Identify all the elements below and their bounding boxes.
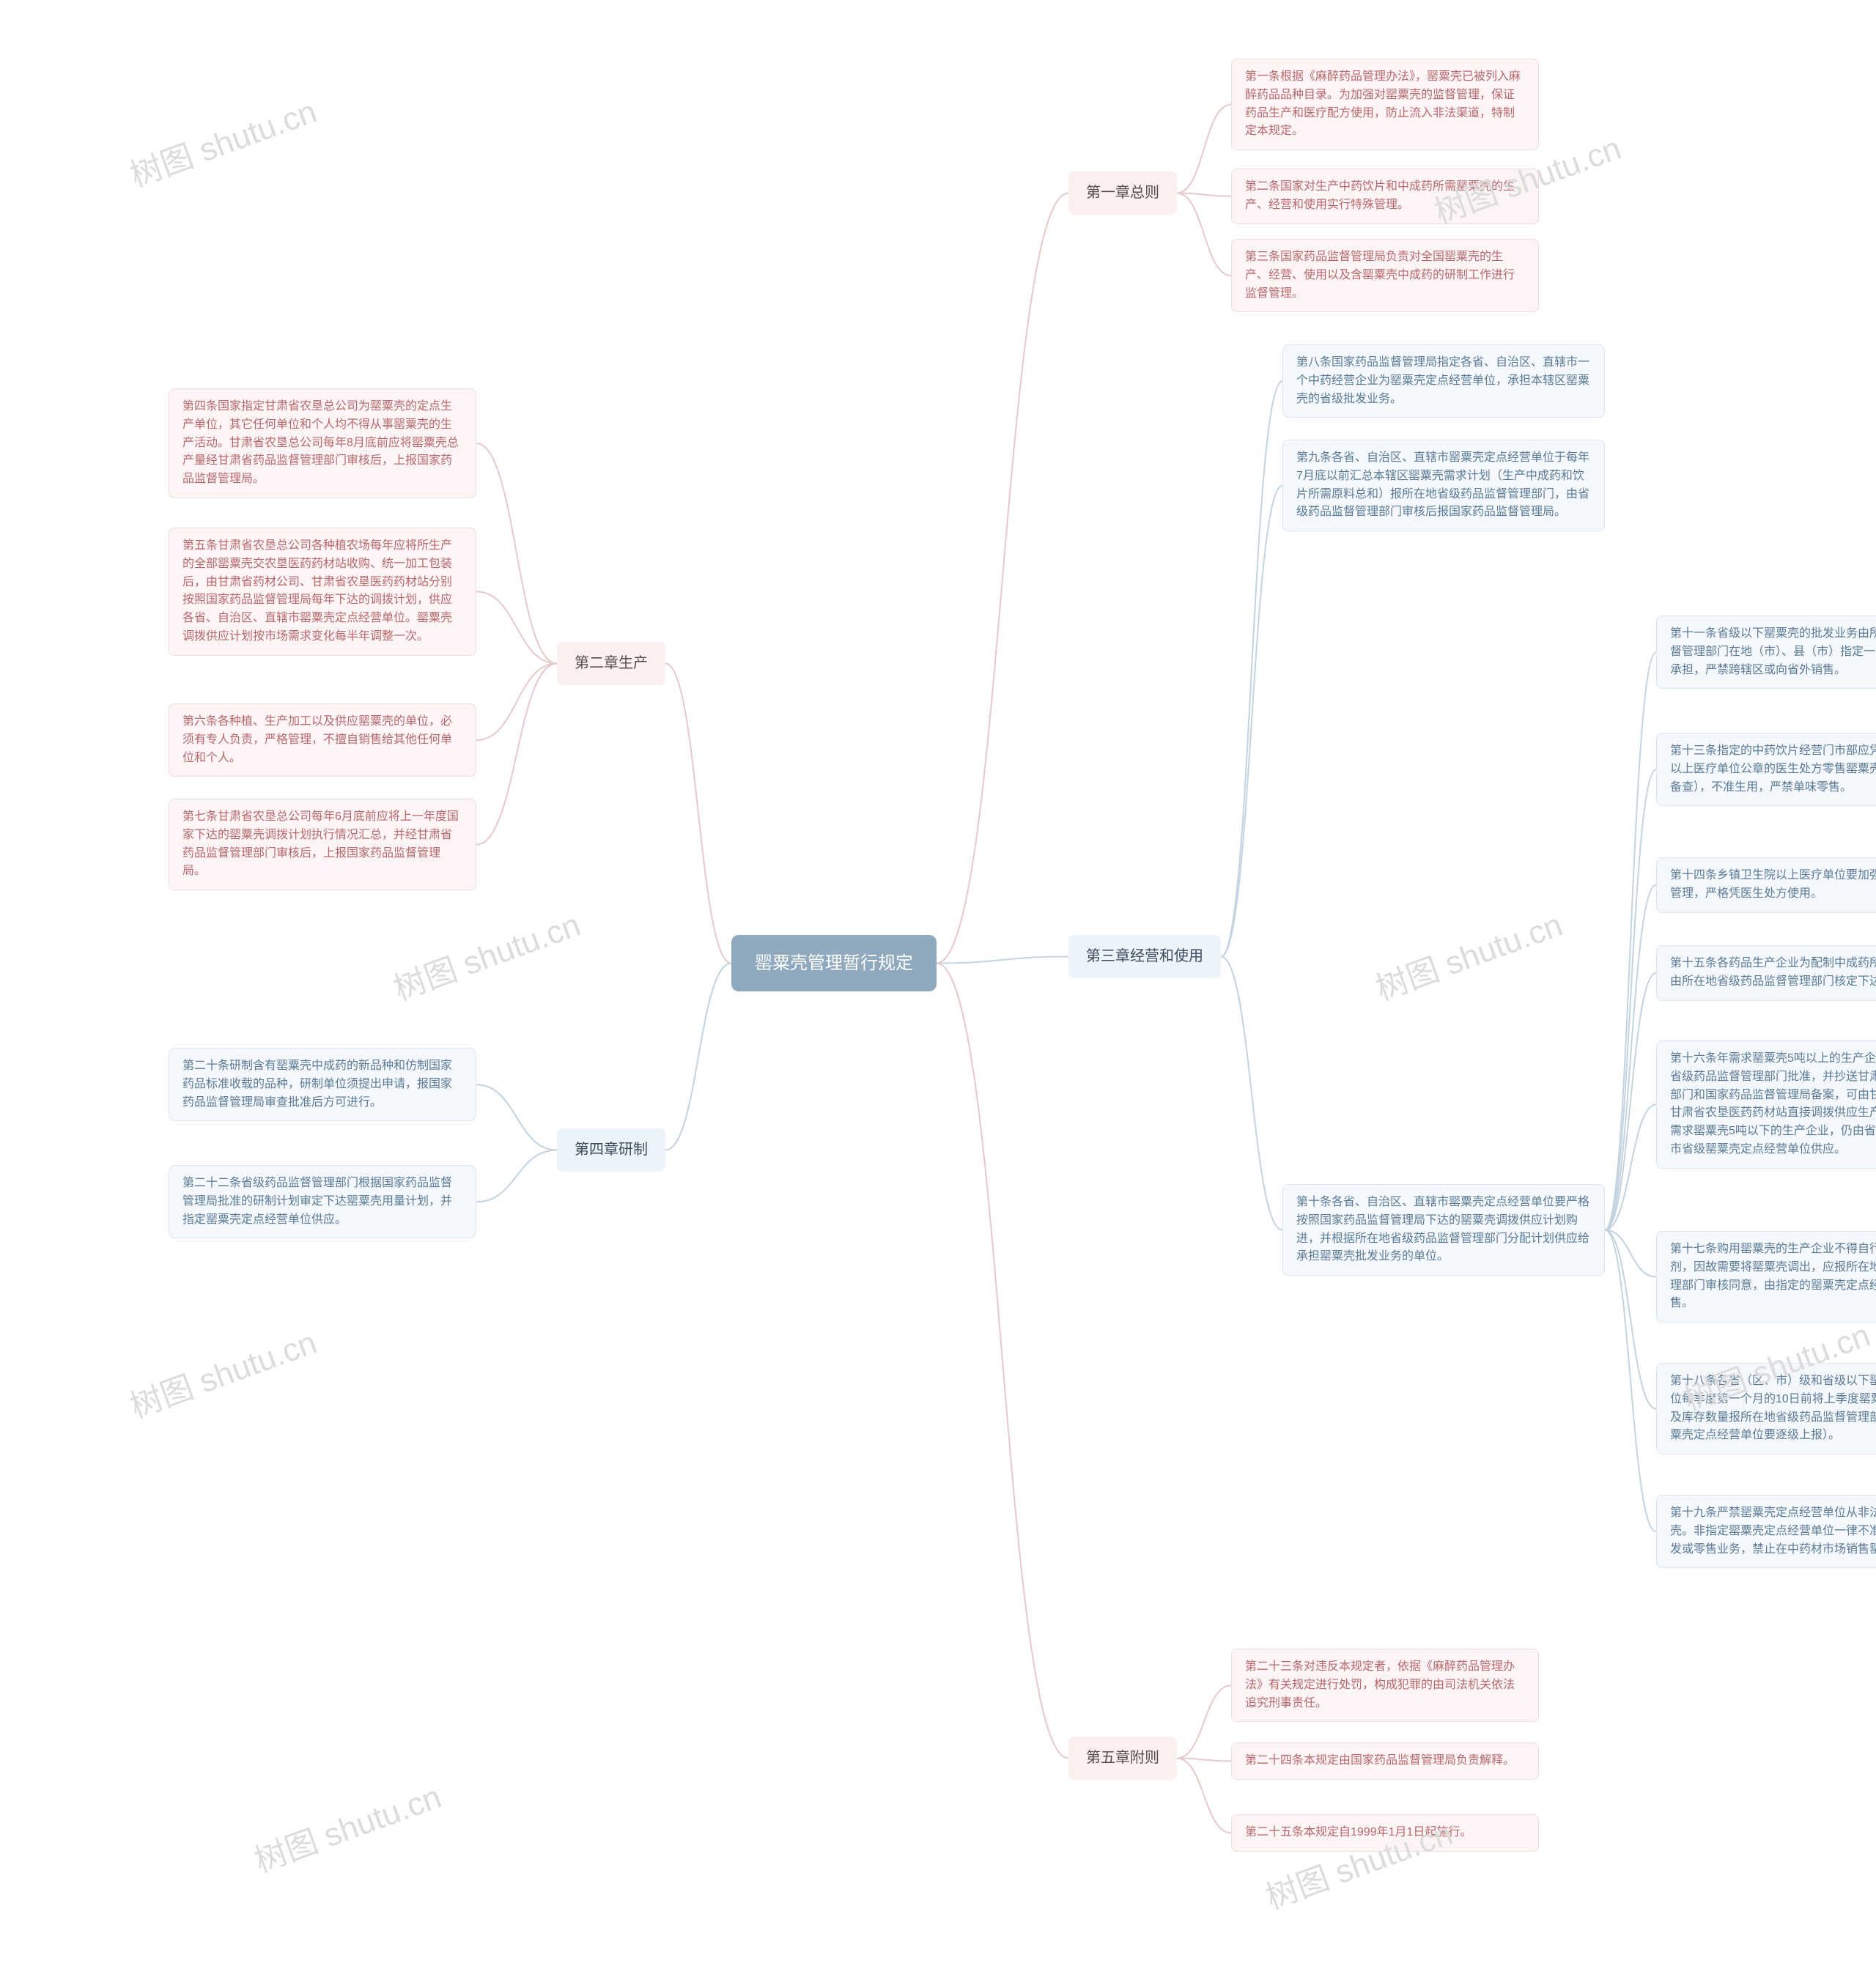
leaf-c2-3-text: 第六条各种植、生产加工以及供应罂粟壳的单位，必须有专人负责，严格管理，不擅自销售… bbox=[182, 715, 452, 764]
leaf-c3-3-1: 第十一条省级以下罂粟壳的批发业务由所在地省级药品监督管理部门在地（市）、县（市）… bbox=[1656, 615, 1876, 689]
leaf-c3-3-8-text: 第十九条严禁罂粟壳定点经营单位从非法渠道购进罂粟壳。非指定罂粟壳定点经营单位一律… bbox=[1670, 1507, 1876, 1556]
leaf-c3-3-2-text: 第十三条指定的中药饮片经营门市部应凭盖有乡镇卫生院以上医疗单位公章的医生处方零售… bbox=[1670, 744, 1876, 794]
chapter-1-label: 第一章总则 bbox=[1086, 185, 1159, 201]
leaf-c1-3: 第三条国家药品监督管理局负责对全国罂粟壳的生产、经营、使用以及含罂粟壳中成药的研… bbox=[1231, 239, 1539, 312]
leaf-c2-4: 第七条甘肃省农垦总公司每年6月底前应将上一年度国家下达的罂粟壳调拨计划执行情况汇… bbox=[169, 799, 476, 890]
leaf-c3-3-1-text: 第十一条省级以下罂粟壳的批发业务由所在地省级药品监督管理部门在地（市）、县（市）… bbox=[1670, 627, 1876, 676]
leaf-c4-1: 第二十条研制含有罂粟壳中成药的新品种和仿制国家药品标准收载的品种，研制单位须提出… bbox=[169, 1048, 476, 1121]
leaf-c3-3-5-text: 第十六条年需求罂粟壳5吨以上的生产企业，需经所在地省级药品监督管理部门批准，并抄… bbox=[1670, 1052, 1876, 1156]
leaf-c4-2-text: 第二十二条省级药品监督管理部门根据国家药品监督管理局批准的研制计划审定下达罂粟壳… bbox=[182, 1177, 452, 1226]
leaf-c3-3-6: 第十七条购用罂粟壳的生产企业不得自行销售或互相调剂，因故需要将罂粟壳调出，应报所… bbox=[1656, 1231, 1876, 1323]
leaf-c3-3-4-text: 第十五条各药品生产企业为配制中成药所需罂粟壳计划，由所在地省级药品监督管理部门核… bbox=[1670, 957, 1876, 988]
leaf-c3-3-6-text: 第十七条购用罂粟壳的生产企业不得自行销售或互相调剂，因故需要将罂粟壳调出，应报所… bbox=[1670, 1243, 1876, 1309]
connector-layer bbox=[0, 0, 1876, 1963]
leaf-c1-1: 第一条根据《麻醉药品管理办法》，罂粟壳已被列入麻醉药品品种目录。为加强对罂粟壳的… bbox=[1231, 59, 1539, 150]
leaf-c2-2-text: 第五条甘肃省农垦总公司各种植农场每年应将所生产的全部罂粟壳交农垦医药药材站收购、… bbox=[182, 539, 452, 643]
chapter-5: 第五章附则 bbox=[1068, 1737, 1177, 1780]
leaf-c5-2-text: 第二十四条本规定由国家药品监督管理局负责解释。 bbox=[1245, 1754, 1515, 1767]
leaf-c2-2: 第五条甘肃省农垦总公司各种植农场每年应将所生产的全部罂粟壳交农垦医药药材站收购、… bbox=[169, 528, 476, 656]
leaf-c3-3-7: 第十八条各省（区、市）级和省级以下罂粟壳定点经营单位每季度第一个月的10日前将上… bbox=[1656, 1363, 1876, 1454]
leaf-c2-4-text: 第七条甘肃省农垦总公司每年6月底前应将上一年度国家下达的罂粟壳调拨计划执行情况汇… bbox=[182, 810, 459, 877]
leaf-c3-3-3-text: 第十四条乡镇卫生院以上医疗单位要加强对购进罂粟壳的管理，严格凭医生处方使用。 bbox=[1670, 869, 1876, 900]
root-node: 罂粟壳管理暂行规定 bbox=[731, 935, 937, 991]
chapter-2-label: 第二章生产 bbox=[575, 655, 648, 671]
chapter-4: 第四章研制 bbox=[557, 1128, 665, 1172]
leaf-c5-2: 第二十四条本规定由国家药品监督管理局负责解释。 bbox=[1231, 1742, 1539, 1780]
leaf-c4-1-text: 第二十条研制含有罂粟壳中成药的新品种和仿制国家药品标准收载的品种，研制单位须提出… bbox=[182, 1060, 452, 1109]
leaf-c3-3-2: 第十三条指定的中药饮片经营门市部应凭盖有乡镇卫生院以上医疗单位公章的医生处方零售… bbox=[1656, 733, 1876, 806]
chapter-3-label: 第三章经营和使用 bbox=[1086, 948, 1203, 964]
leaf-c1-1-text: 第一条根据《麻醉药品管理办法》，罂粟壳已被列入麻醉药品品种目录。为加强对罂粟壳的… bbox=[1245, 70, 1521, 137]
chapter-1: 第一章总则 bbox=[1068, 171, 1177, 215]
leaf-c3-3-8: 第十九条严禁罂粟壳定点经营单位从非法渠道购进罂粟壳。非指定罂粟壳定点经营单位一律… bbox=[1656, 1495, 1876, 1568]
leaf-c2-3: 第六条各种植、生产加工以及供应罂粟壳的单位，必须有专人负责，严格管理，不擅自销售… bbox=[169, 703, 476, 777]
leaf-c3-1-text: 第八条国家药品监督管理局指定各省、自治区、直辖市一个中药经营企业为罂粟壳定点经营… bbox=[1296, 356, 1589, 405]
leaf-c5-3: 第二十五条本规定自1999年1月1日起施行。 bbox=[1231, 1814, 1539, 1852]
leaf-c2-1-text: 第四条国家指定甘肃省农垦总公司为罂粟壳的定点生产单位，其它任何单位和个人均不得从… bbox=[182, 400, 459, 485]
leaf-c5-1-text: 第二十三条对违反本规定者，依据《麻醉药品管理办法》有关规定进行处罚，构成犯罪的由… bbox=[1245, 1660, 1515, 1709]
leaf-c3-3-7-text: 第十八条各省（区、市）级和省级以下罂粟壳定点经营单位每季度第一个月的10日前将上… bbox=[1670, 1375, 1876, 1441]
watermark: 树图 shutu.cn bbox=[1368, 898, 1567, 1009]
watermark: 树图 shutu.cn bbox=[247, 1770, 446, 1881]
leaf-c3-2-text: 第九条各省、自治区、直辖市罂粟壳定点经营单位于每年7月底以前汇总本辖区罂粟壳需求… bbox=[1296, 451, 1589, 518]
watermark: 树图 shutu.cn bbox=[386, 898, 586, 1009]
leaf-c1-2-text: 第二条国家对生产中药饮片和中成药所需罂粟壳的生产、经营和使用实行特殊管理。 bbox=[1245, 180, 1515, 211]
chapter-4-label: 第四章研制 bbox=[575, 1142, 648, 1158]
leaf-c4-2: 第二十二条省级药品监督管理部门根据国家药品监督管理局批准的研制计划审定下达罂粟壳… bbox=[169, 1165, 476, 1238]
chapter-3: 第三章经营和使用 bbox=[1068, 935, 1221, 978]
leaf-c3-1: 第八条国家药品监督管理局指定各省、自治区、直辖市一个中药经营企业为罂粟壳定点经营… bbox=[1282, 344, 1605, 418]
leaf-c5-3-text: 第二十五条本规定自1999年1月1日起施行。 bbox=[1245, 1826, 1471, 1838]
leaf-c3-3-text: 第十条各省、自治区、直辖市罂粟壳定点经营单位要严格按照国家药品监督管理局下达的罂… bbox=[1296, 1196, 1589, 1263]
leaf-c5-1: 第二十三条对违反本规定者，依据《麻醉药品管理办法》有关规定进行处罚，构成犯罪的由… bbox=[1231, 1649, 1539, 1722]
leaf-c3-3-4: 第十五条各药品生产企业为配制中成药所需罂粟壳计划，由所在地省级药品监督管理部门核… bbox=[1656, 945, 1876, 1001]
leaf-c1-3-text: 第三条国家药品监督管理局负责对全国罂粟壳的生产、经营、使用以及含罂粟壳中成药的研… bbox=[1245, 251, 1515, 300]
leaf-c1-2: 第二条国家对生产中药饮片和中成药所需罂粟壳的生产、经营和使用实行特殊管理。 bbox=[1231, 169, 1539, 224]
leaf-c3-2: 第九条各省、自治区、直辖市罂粟壳定点经营单位于每年7月底以前汇总本辖区罂粟壳需求… bbox=[1282, 440, 1605, 531]
root-label: 罂粟壳管理暂行规定 bbox=[755, 953, 913, 973]
watermark: 树图 shutu.cn bbox=[122, 1316, 322, 1427]
chapter-5-label: 第五章附则 bbox=[1086, 1750, 1159, 1766]
watermark: 树图 shutu.cn bbox=[122, 85, 322, 196]
leaf-c3-3: 第十条各省、自治区、直辖市罂粟壳定点经营单位要严格按照国家药品监督管理局下达的罂… bbox=[1282, 1184, 1605, 1276]
leaf-c3-3-3: 第十四条乡镇卫生院以上医疗单位要加强对购进罂粟壳的管理，严格凭医生处方使用。 bbox=[1656, 857, 1876, 913]
leaf-c3-3-5: 第十六条年需求罂粟壳5吨以上的生产企业，需经所在地省级药品监督管理部门批准，并抄… bbox=[1656, 1040, 1876, 1169]
chapter-2: 第二章生产 bbox=[557, 642, 665, 685]
leaf-c2-1: 第四条国家指定甘肃省农垦总公司为罂粟壳的定点生产单位，其它任何单位和个人均不得从… bbox=[169, 388, 476, 498]
